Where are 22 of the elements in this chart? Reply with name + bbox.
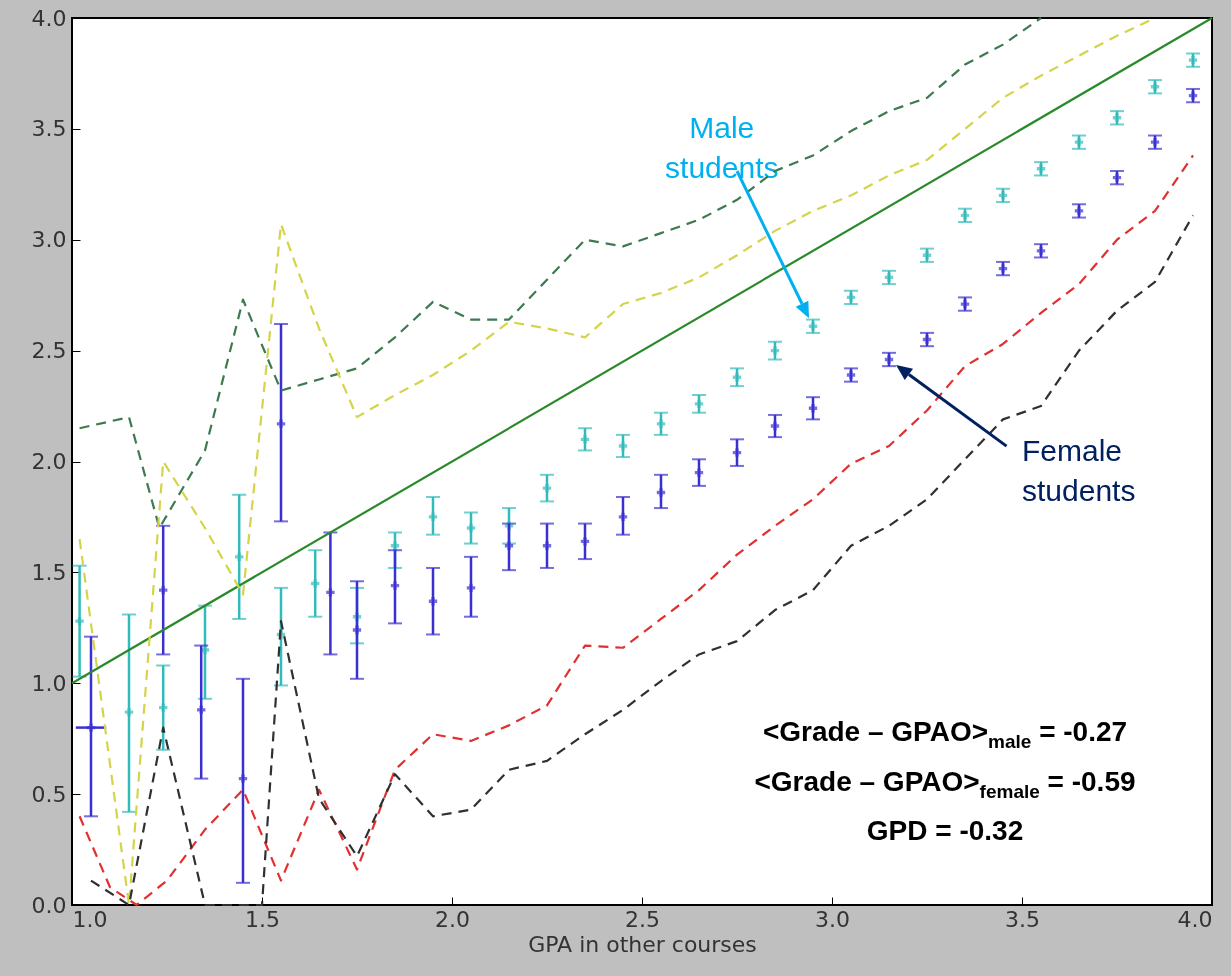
y-tick-label: 3.5 [31,116,67,142]
x-tick-label: 4.0 [1177,906,1213,932]
y-tick-label: 2.0 [31,449,67,474]
y-tick-label: 1.5 [31,559,67,585]
x-axis-title: GPA in other courses [528,931,757,957]
y-tick-label: 0.5 [31,781,67,807]
y-tick-label: 0.0 [31,892,67,918]
annotation: GPD = -0.32 [865,814,1025,849]
y-tick-label: 1.0 [31,670,67,696]
x-tick-label: 2.5 [625,906,660,932]
x-tick-label: 1.0 [72,906,108,932]
annotation: <Grade – GPAO>$_{female}$ = -0.59 [753,764,1137,804]
x-tick-label: 3.5 [1005,906,1040,932]
annotation: Male students [665,111,779,185]
annotation: <Grade – GPAO>$_{male}$ = -0.27 [761,715,1129,754]
y-tick-label: 3.0 [31,227,67,253]
x-tick-label: 1.5 [245,906,280,932]
x-tick-label: 3.0 [815,906,850,932]
x-tick-label: 2.0 [435,906,470,932]
annotation: Female students [1022,434,1136,508]
y-tick-label: 2.5 [31,338,67,364]
y-tick-label: 4.0 [31,5,67,31]
